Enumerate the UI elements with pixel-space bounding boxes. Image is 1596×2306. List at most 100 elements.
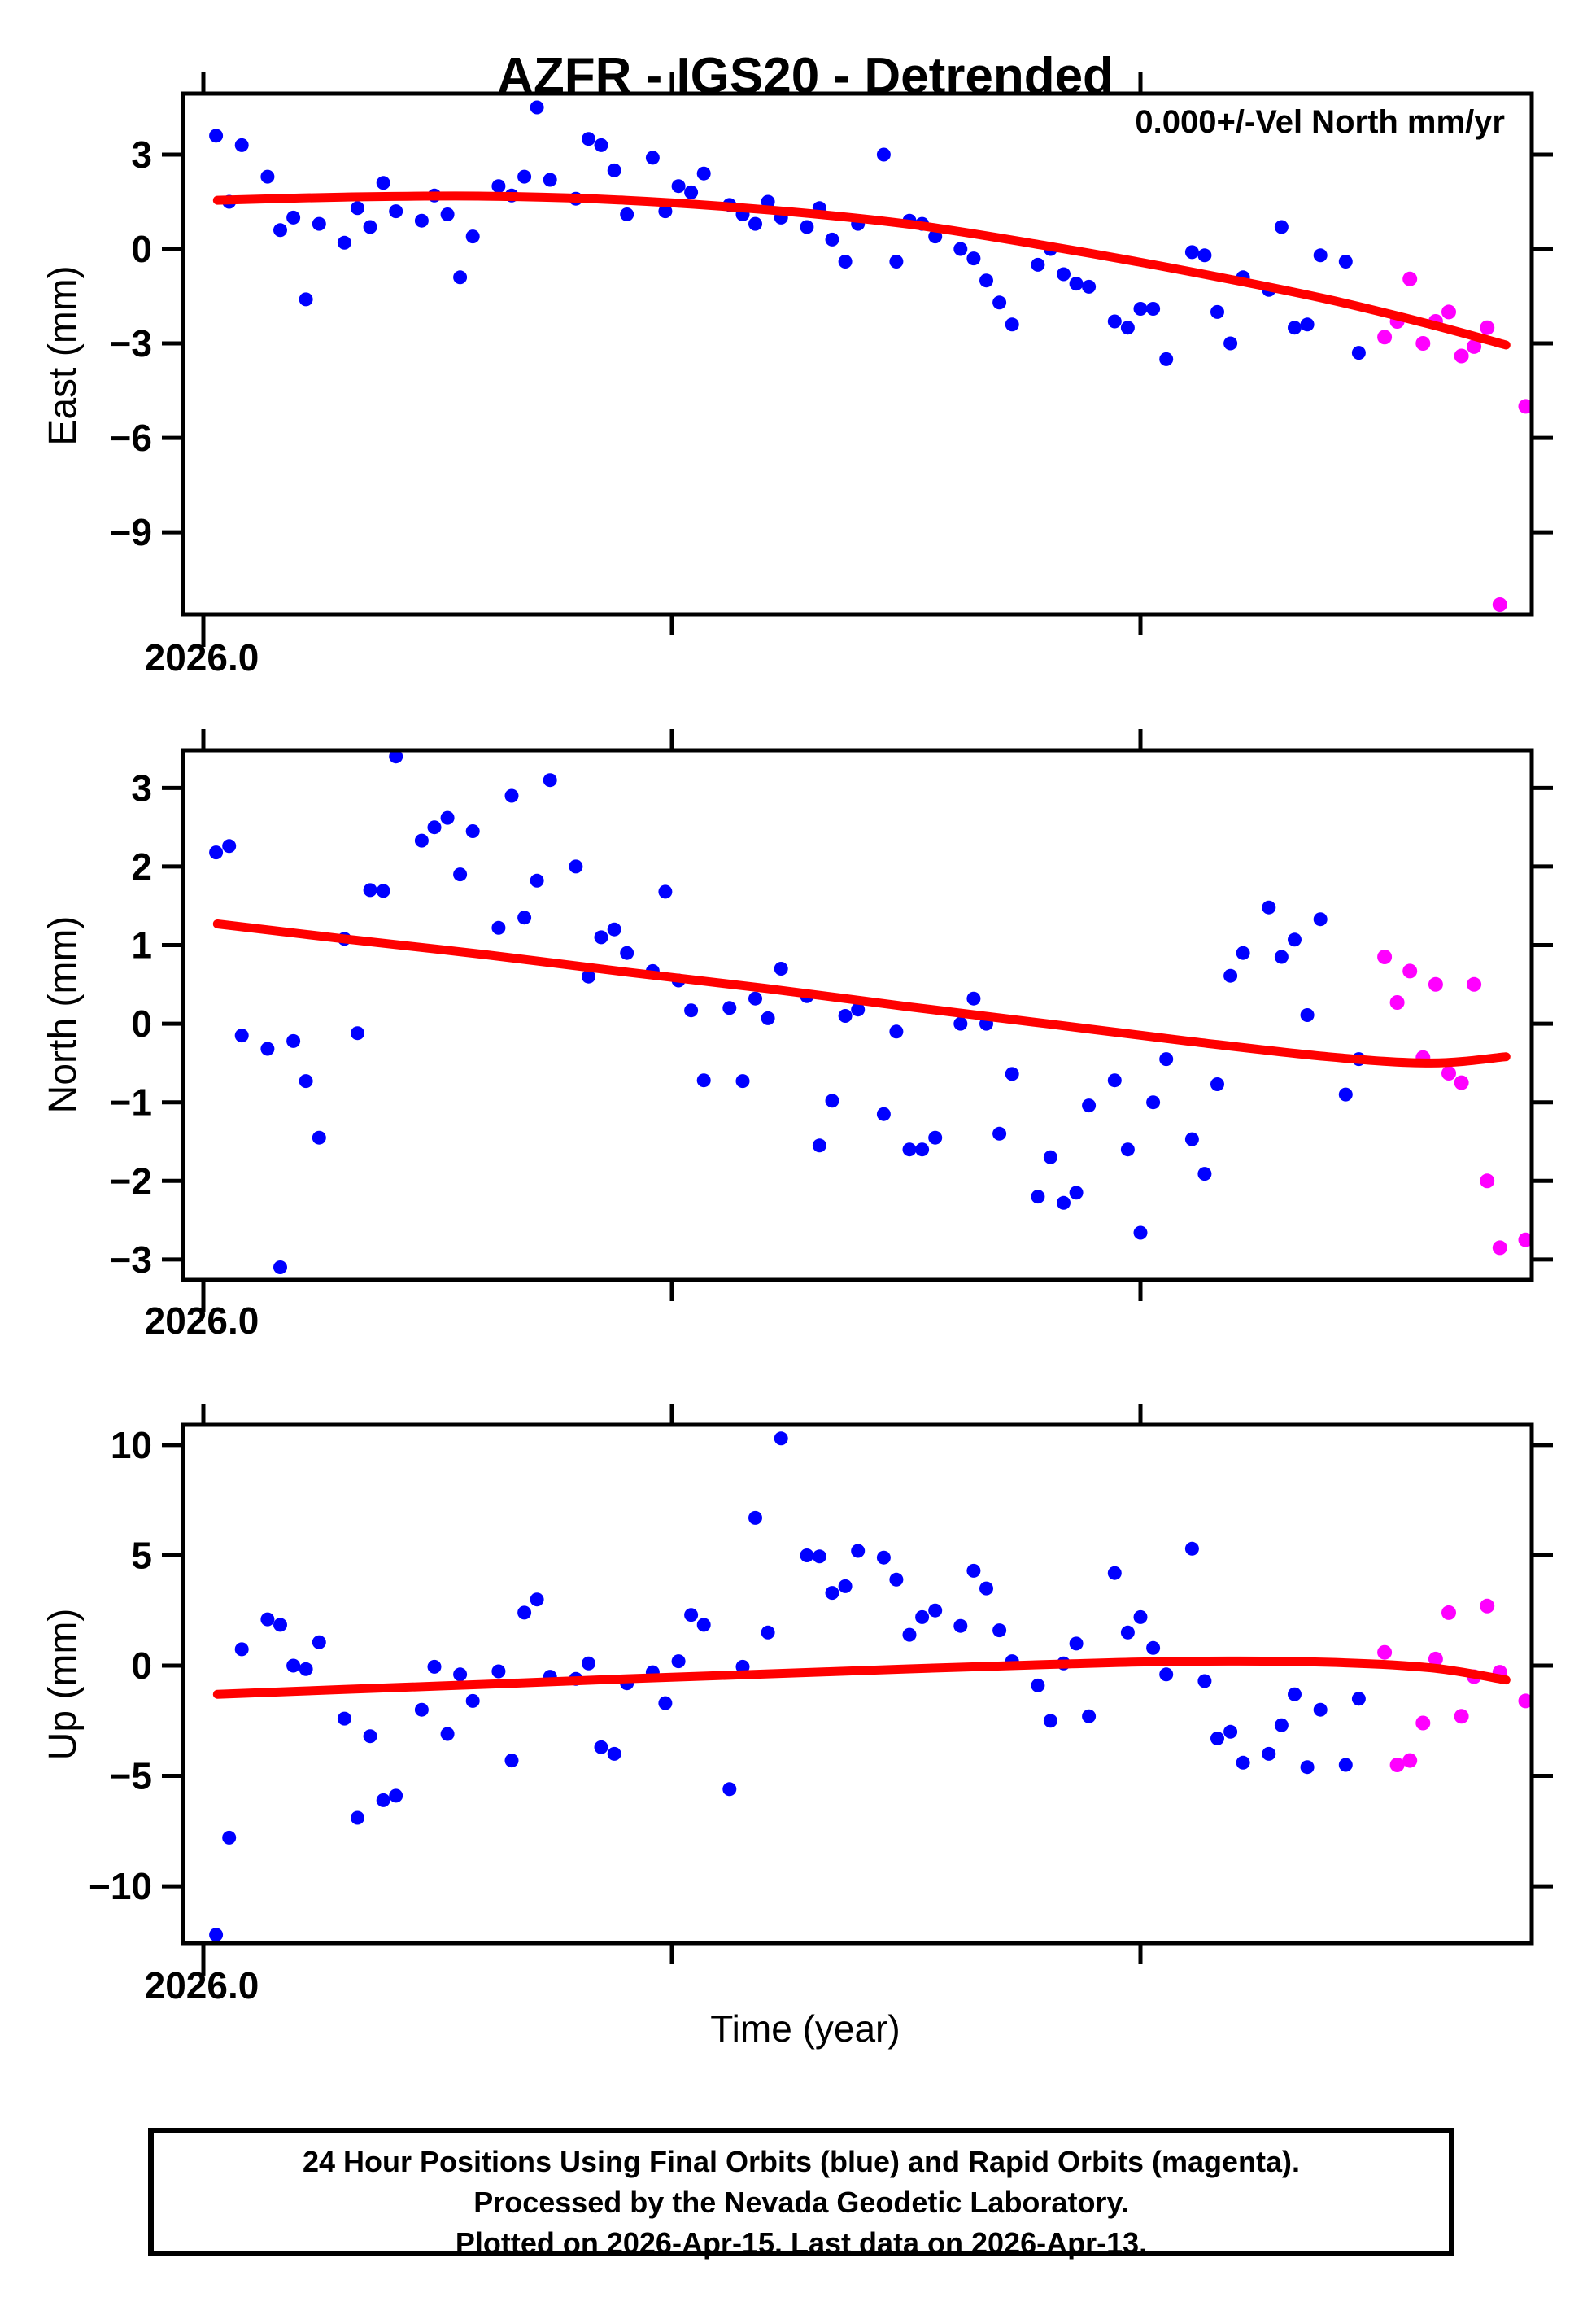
- y-tick-label-east: −6: [110, 417, 152, 459]
- data-point-final-up: [915, 1609, 930, 1624]
- data-point-final-up: [1288, 1687, 1302, 1701]
- data-point-final-north: [774, 962, 788, 976]
- data-point-final-north: [684, 1003, 699, 1018]
- data-point-final-up: [928, 1603, 943, 1618]
- data-point-final-north: [1043, 1150, 1057, 1164]
- data-point-rapid-north: [1441, 1066, 1456, 1081]
- data-point-final-east: [825, 232, 839, 247]
- data-point-final-up: [517, 1605, 532, 1620]
- data-point-final-east: [953, 242, 968, 256]
- data-point-rapid-up: [1377, 1644, 1393, 1660]
- data-point-rapid-up: [1428, 1651, 1443, 1666]
- data-point-final-north: [427, 820, 442, 835]
- data-point-final-up: [389, 1788, 403, 1803]
- data-point-final-up: [979, 1581, 993, 1596]
- data-point-final-east: [800, 220, 814, 234]
- data-point-rapid-east: [1467, 338, 1482, 354]
- data-point-final-north: [915, 1142, 930, 1157]
- data-point-final-east: [1184, 245, 1199, 260]
- data-point-final-up: [761, 1625, 775, 1640]
- data-point-final-north: [761, 1011, 775, 1025]
- data-point-final-north: [1133, 1225, 1148, 1240]
- data-point-final-east: [748, 216, 762, 231]
- data-point-final-north: [620, 946, 634, 960]
- caption-line-orbits: 24 Hour Positions Using Final Orbits (bl…: [302, 2145, 1301, 2178]
- data-point-final-north: [1146, 1095, 1161, 1110]
- data-point-final-north: [876, 1107, 891, 1121]
- data-point-final-east: [1146, 302, 1161, 316]
- data-point-rapid-north: [1480, 1173, 1495, 1189]
- data-point-final-up: [696, 1618, 711, 1632]
- data-point-final-north: [825, 1094, 839, 1108]
- data-point-final-up: [222, 1830, 237, 1845]
- data-point-final-east: [1107, 314, 1122, 329]
- data-point-final-east: [440, 207, 455, 221]
- y-tick-label-north: −1: [110, 1081, 152, 1124]
- data-point-final-north: [530, 873, 544, 888]
- data-point-rapid-north: [1402, 963, 1418, 979]
- data-point-final-north: [491, 920, 506, 935]
- data-point-final-up: [1082, 1709, 1097, 1723]
- y-tick-label-east: 0: [131, 228, 152, 270]
- data-point-final-east: [1031, 257, 1045, 272]
- y-tick-label-north: 2: [131, 845, 152, 888]
- data-point-rapid-north: [1389, 995, 1405, 1010]
- data-point-rapid-east: [1480, 320, 1495, 335]
- data-point-final-up: [722, 1782, 737, 1797]
- data-point-final-east: [234, 138, 249, 152]
- data-point-final-up: [1300, 1760, 1315, 1775]
- y-tick-label-east: −9: [110, 511, 152, 553]
- data-point-final-east: [1197, 248, 1212, 263]
- data-point-final-north: [222, 839, 237, 854]
- data-point-final-north: [1120, 1142, 1135, 1157]
- y-tick-label-north: −3: [110, 1238, 152, 1281]
- x-tick-label-up: 2026.0: [144, 1964, 259, 2007]
- data-point-final-up: [363, 1729, 377, 1744]
- data-point-final-up: [594, 1740, 608, 1754]
- data-point-final-up: [351, 1810, 364, 1825]
- data-point-final-up: [1223, 1724, 1238, 1739]
- data-point-final-east: [299, 292, 313, 307]
- data-point-final-north: [1057, 1195, 1071, 1210]
- data-point-final-north: [1338, 1087, 1353, 1102]
- data-point-final-north: [735, 1074, 750, 1089]
- data-point-final-east: [1300, 317, 1315, 332]
- data-point-final-up: [376, 1793, 390, 1807]
- data-point-final-east: [1313, 248, 1328, 263]
- x-tick-label-north: 2026.0: [144, 1299, 259, 1342]
- data-point-final-east: [966, 251, 981, 266]
- data-point-final-north: [312, 1130, 326, 1145]
- data-point-final-north: [465, 824, 480, 838]
- data-point-final-up: [1043, 1714, 1057, 1728]
- data-point-final-north: [582, 969, 595, 984]
- data-point-final-east: [1338, 255, 1353, 269]
- data-point-final-east: [543, 173, 557, 187]
- data-point-final-north: [1313, 912, 1328, 927]
- data-point-rapid-north: [1518, 1232, 1533, 1247]
- data-point-final-up: [337, 1711, 351, 1726]
- data-point-final-up: [1133, 1609, 1148, 1624]
- data-point-final-north: [1262, 900, 1276, 915]
- data-point-final-east: [465, 229, 480, 244]
- data-point-final-north: [351, 1026, 364, 1041]
- data-point-final-north: [273, 1260, 287, 1274]
- data-point-final-up: [234, 1642, 249, 1657]
- data-point-rapid-up: [1441, 1605, 1456, 1620]
- data-point-final-up: [312, 1635, 326, 1649]
- data-point-final-up: [812, 1549, 826, 1564]
- data-point-final-north: [838, 1009, 853, 1023]
- data-point-final-north: [286, 1033, 301, 1048]
- data-point-final-east: [337, 235, 351, 250]
- data-point-final-north: [812, 1138, 826, 1153]
- data-point-final-up: [582, 1656, 595, 1671]
- data-point-final-north: [1210, 1077, 1224, 1091]
- data-point-final-north: [1300, 1008, 1315, 1022]
- data-point-final-up: [1197, 1674, 1212, 1688]
- data-point-final-east: [1223, 336, 1238, 351]
- data-point-final-up: [1107, 1566, 1122, 1580]
- data-point-final-east: [286, 210, 301, 225]
- data-point-rapid-east: [1402, 271, 1418, 286]
- data-point-final-north: [1082, 1098, 1097, 1113]
- data-point-final-up: [825, 1586, 839, 1601]
